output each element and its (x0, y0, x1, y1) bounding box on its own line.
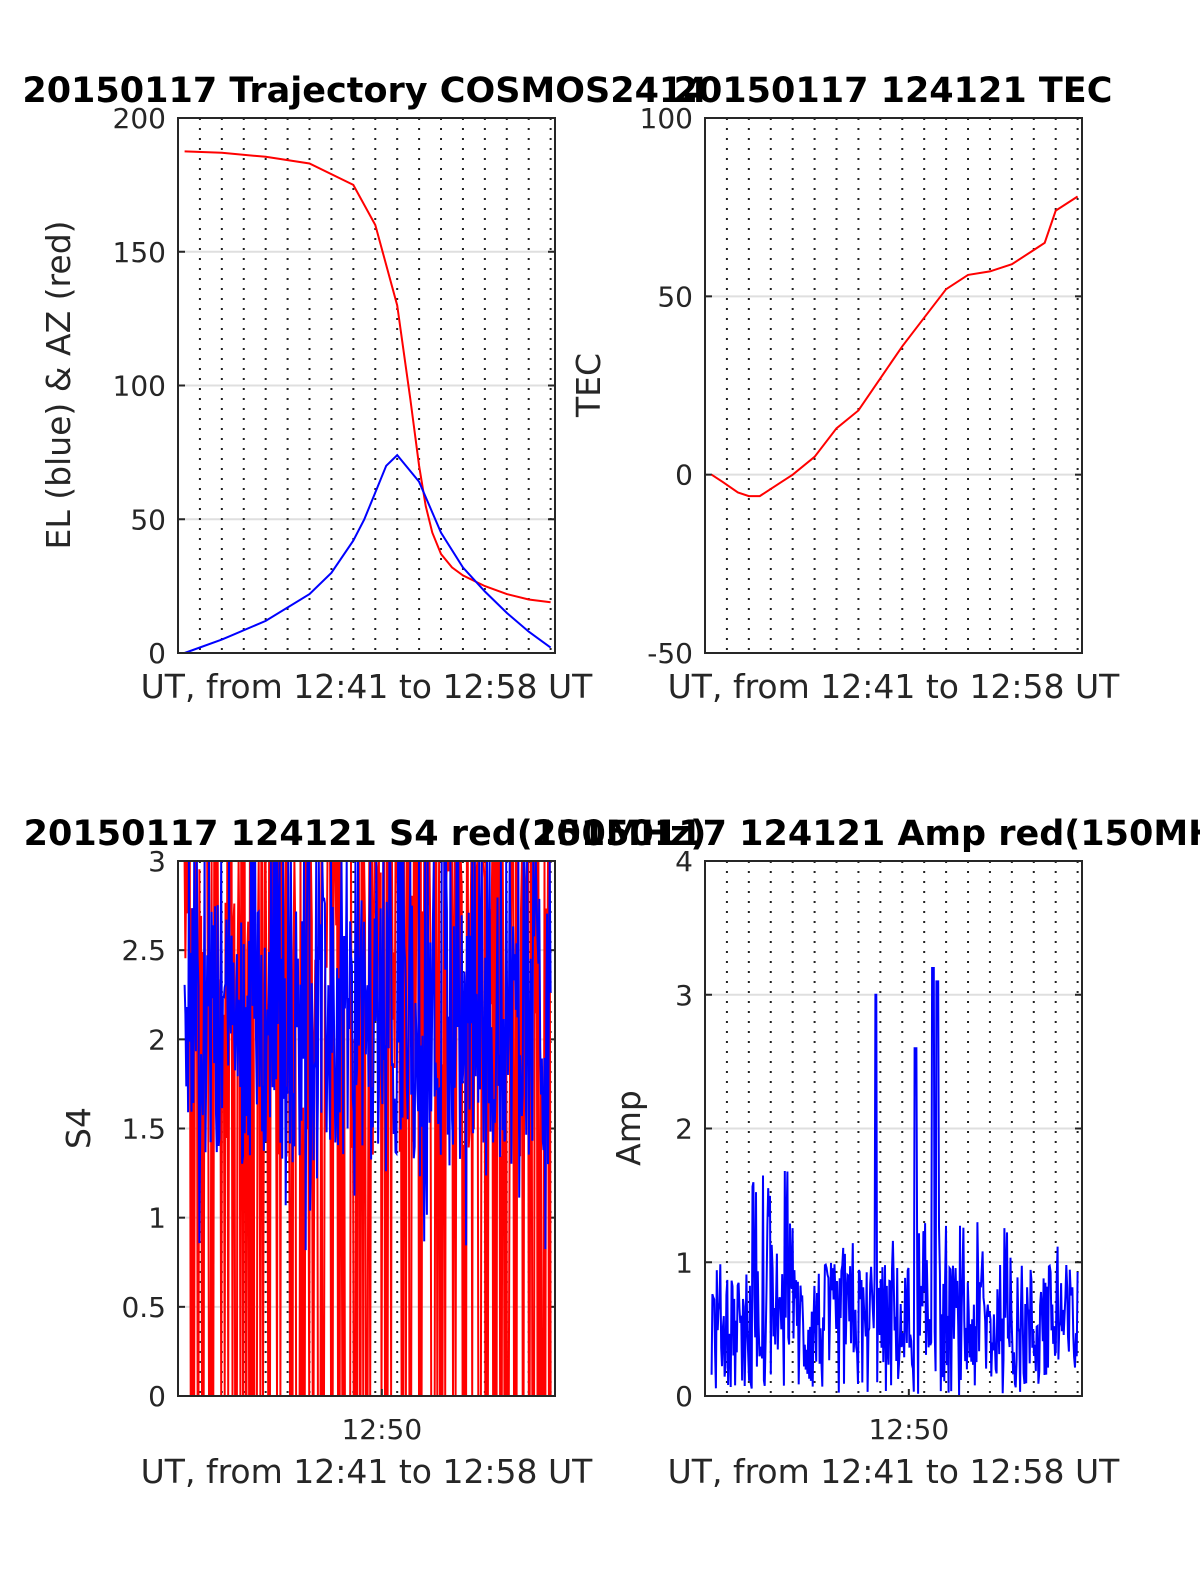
chart-panel-4: 0 1 2 3 4 12:50 UT, from 12:41 to 12:58 UT Amp 2… (532, 814, 1200, 1491)
x-tick-label: 12:50 (341, 1413, 422, 1446)
x-axis-label: UT, from 12:41 to 12:58 UT (668, 1452, 1121, 1491)
y-tick-label: 3 (675, 979, 693, 1012)
series-line-blue (710, 967, 1079, 1396)
y-tick-label: 1 (675, 1246, 693, 1279)
y-tick-label: 0.5 (121, 1291, 166, 1324)
y-tick-label: -50 (647, 637, 693, 670)
series-line-red (711, 195, 1079, 498)
series-line-blue (184, 453, 552, 654)
y-axis-label: S4 (59, 1107, 98, 1149)
axes-box (177, 860, 556, 1397)
axes-box (704, 117, 1083, 654)
y-tick-label: 0 (675, 459, 693, 492)
chart-title: 20150117 Trajectory COSMOS2414 (22, 71, 707, 111)
y-tick-label: 0 (148, 1380, 166, 1413)
y-tick-label: 2 (148, 1023, 166, 1056)
y-axis-label: Amp (609, 1090, 648, 1166)
y-tick-label: 1.5 (121, 1113, 166, 1146)
series-line-red (183, 860, 552, 1397)
y-tick-label: 200 (113, 102, 166, 135)
y-tick-label: 50 (657, 280, 693, 313)
x-axis-label: UT, from 12:41 to 12:58 UT (668, 667, 1121, 706)
y-tick-label: 100 (640, 102, 693, 135)
y-axis-label: TEC (569, 353, 608, 418)
y-tick-label: 0 (148, 637, 166, 670)
chart-panel-1: 0 50 100 150 200 UT, from 12:41 to 12:58 UT EL… (22, 71, 707, 706)
y-tick-label: 2 (675, 1113, 693, 1146)
x-axis-label: UT, from 12:41 to 12:58 UT (141, 1452, 594, 1491)
x-axis-label: UT, from 12:41 to 12:58 UT (141, 667, 594, 706)
series-line-red (184, 150, 551, 604)
chart-title: 20150117 124121 TEC (674, 71, 1113, 111)
chart-title: 20150117 124121 Amp red(150MHz) (532, 814, 1200, 854)
axes-box (177, 117, 556, 654)
y-tick-label: 4 (675, 845, 693, 878)
y-tick-label: 100 (113, 370, 166, 403)
chart-title: 20150117 124121 S4 red(150MHz) (24, 814, 707, 854)
y-tick-label: 150 (113, 236, 166, 269)
chart-panel-2: -50 0 50 100 UT, from 12:41 to 12:58 UT TEC 20… (569, 71, 1120, 706)
y-tick-label: 1 (148, 1202, 166, 1235)
axes-box (704, 860, 1083, 1397)
x-tick-label: 12:50 (868, 1413, 949, 1446)
y-tick-label: 0 (675, 1380, 693, 1413)
y-axis-label: EL (blue) & AZ (red) (39, 220, 78, 549)
y-tick-label: 3 (148, 845, 166, 878)
y-tick-label: 50 (130, 503, 166, 536)
chart-panel-3: 0 0.5 1 1.5 2 2.5 3 12:50 UT, from 12:41 to 12:5… (24, 814, 707, 1491)
y-tick-label: 2.5 (121, 934, 166, 967)
